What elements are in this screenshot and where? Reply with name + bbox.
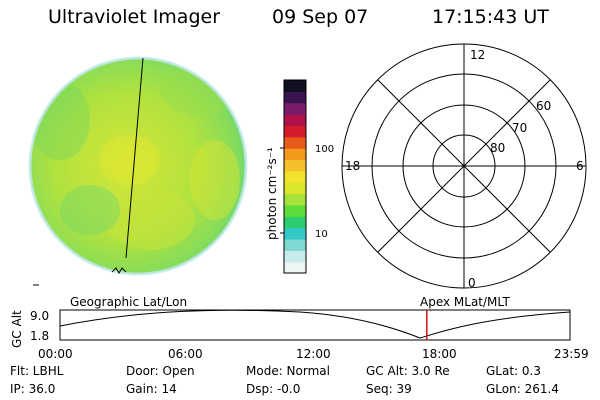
colorbar-segment xyxy=(284,80,306,92)
polar-lat-label-80: 80 xyxy=(490,141,505,155)
colorbar-segment xyxy=(284,148,306,161)
colorbar-segment xyxy=(284,170,306,183)
polar-lat-label-60: 60 xyxy=(536,99,551,113)
time-tick-2: 12:00 xyxy=(296,347,331,361)
colorbar-segment xyxy=(284,125,306,138)
colorbar-segment xyxy=(284,238,306,251)
altitude-axis-label: GC Alt xyxy=(10,310,24,348)
time-tick-3: 18:00 xyxy=(422,347,457,361)
colorbar-frame xyxy=(283,79,307,274)
polar-label-top: 12 xyxy=(470,48,485,62)
colorbar-unit-label: photon cm⁻²s⁻¹ xyxy=(265,147,279,240)
time-tick-0: 00:00 xyxy=(38,347,73,361)
glon-status: GLon: 261.4 xyxy=(486,382,559,396)
polar-label-bottom: 0 xyxy=(468,276,476,290)
polar-diagonal-2 xyxy=(377,79,551,253)
dsp-status: Dsp: -0.0 xyxy=(246,382,301,396)
colorbar-segment xyxy=(284,182,306,195)
polar-lat-label-70: 70 xyxy=(512,121,527,135)
colorbar-segment xyxy=(284,136,306,149)
colorbar-tick-label-100: 100 xyxy=(315,144,334,155)
altitude-strip-frame xyxy=(59,309,571,341)
time-tick-4: 23:59 xyxy=(554,347,589,361)
geographic-title: Geographic Lat/Lon xyxy=(70,295,187,309)
colorbar-segment xyxy=(284,250,306,263)
colorbar-segment xyxy=(284,159,306,172)
colorbar-segment xyxy=(284,227,306,240)
mode-status: Mode: Normal xyxy=(246,364,330,378)
colorbar-segment xyxy=(284,91,306,104)
small-marker-icon xyxy=(111,267,127,274)
seq-status: Seq: 39 xyxy=(366,382,412,396)
colorbar-segment xyxy=(284,102,306,115)
filter-status: Flt: LBHL xyxy=(10,364,64,378)
time-label: 17:15:43 UT xyxy=(432,6,549,28)
door-status: Door: Open xyxy=(126,364,195,378)
colorbar-segment xyxy=(284,261,306,274)
polar-label-left: 18 xyxy=(345,159,360,173)
colorbar-segment xyxy=(284,193,306,206)
colorbar: 100 10 photon cm⁻²s⁻¹ xyxy=(265,79,334,274)
altitude-tick-1-8: 1.8 xyxy=(30,329,49,343)
colorbar-segment xyxy=(284,204,306,217)
altitude-curve xyxy=(59,309,571,339)
altitude-tick-9: 9.0 xyxy=(30,309,49,323)
date-label: 09 Sep 07 xyxy=(272,6,369,28)
meridian-line xyxy=(125,57,144,259)
altitude-strip: 9.0 1.8 GC Alt Geographic Lat/Lon Apex M… xyxy=(10,295,589,361)
apex-title: Apex MLat/MLT xyxy=(420,295,510,309)
uv-earth-image xyxy=(28,56,248,286)
time-tick-1: 06:00 xyxy=(168,347,203,361)
colorbar-segment xyxy=(284,114,306,127)
glat-status: GLat: 0.3 xyxy=(486,364,541,378)
ip-status: IP: 36.0 xyxy=(10,382,56,396)
polar-label-right: 6 xyxy=(576,159,584,173)
polar-plot: 12 18 6 0 60 70 80 xyxy=(341,43,587,290)
instrument-title: Ultraviolet Imager xyxy=(48,6,221,28)
gc-alt-status: GC Alt: 3.0 Re xyxy=(366,364,450,378)
colorbar-tick-label-10: 10 xyxy=(315,229,328,240)
colorbar-segment xyxy=(284,216,306,229)
gain-status: Gain: 14 xyxy=(126,382,177,396)
